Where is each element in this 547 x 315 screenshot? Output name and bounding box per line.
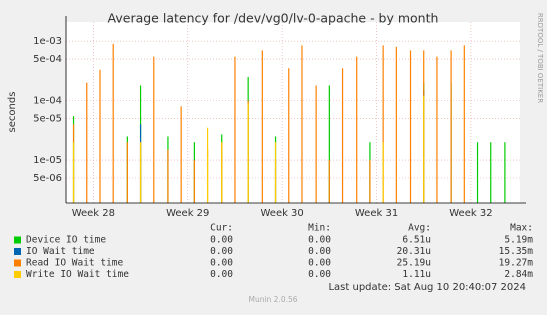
stat-value: 0.00 — [308, 235, 331, 246]
stat-value: 19.27m — [499, 258, 534, 269]
y-tick-label: 5e-04 — [33, 54, 62, 65]
stat-value: 5.19m — [504, 235, 533, 246]
stat-value: 2.84m — [504, 269, 533, 280]
x-tick-label: Week 29 — [166, 208, 209, 219]
y-tick-label: 5e-06 — [33, 173, 62, 184]
legend-label: Write IO Wait time — [26, 269, 129, 280]
version: Munin 2.0.56 — [248, 295, 297, 304]
legend-label: Device IO time — [26, 235, 106, 246]
stat-value: 0.00 — [308, 269, 331, 280]
chart-title: Average latency for /dev/vg0/lv-0-apache… — [108, 11, 439, 26]
stat-value: 25.19u — [397, 258, 431, 269]
stat-value: 20.31u — [397, 246, 431, 257]
y-tick-label: 5e-05 — [33, 114, 62, 125]
legend-swatch — [14, 248, 21, 255]
legend-swatch — [14, 259, 21, 267]
y-tick-label: 1e-05 — [33, 155, 62, 166]
legend-swatch — [14, 271, 21, 278]
stat-value: 0.00 — [210, 269, 233, 280]
x-tick-label: Week 32 — [449, 208, 492, 219]
stat-header: Min: — [308, 223, 331, 234]
stat-value: 1.11u — [402, 269, 431, 280]
stat-value: 6.51u — [402, 235, 431, 246]
stat-value: 0.00 — [308, 246, 331, 257]
stat-value: 0.00 — [308, 258, 331, 269]
footer: Last update: Sat Aug 10 20:40:07 2024 — [328, 282, 526, 293]
legend-label: Read IO Wait time — [26, 258, 124, 269]
stat-header: Max: — [510, 223, 533, 234]
plot-area — [66, 22, 520, 203]
stat-value: 15.35m — [499, 246, 534, 257]
stat-header: Avg: — [408, 223, 431, 234]
y-tick-label: 1e-04 — [33, 96, 62, 107]
stat-header: Cur: — [210, 223, 233, 234]
y-axis-label: seconds — [7, 92, 18, 133]
legend-swatch — [14, 236, 21, 244]
stat-value: 0.00 — [210, 258, 233, 269]
y-tick-label: 1e-03 — [33, 36, 62, 47]
legend-label: IO Wait time — [26, 246, 95, 257]
stat-value: 0.00 — [210, 246, 233, 257]
x-tick-label: Week 30 — [260, 208, 303, 219]
x-tick-label: Week 31 — [355, 208, 398, 219]
stat-value: 0.00 — [210, 235, 233, 246]
watermark: RRDTOOL / TOBI OETIKER — [536, 13, 544, 103]
x-tick-label: Week 28 — [72, 208, 115, 219]
